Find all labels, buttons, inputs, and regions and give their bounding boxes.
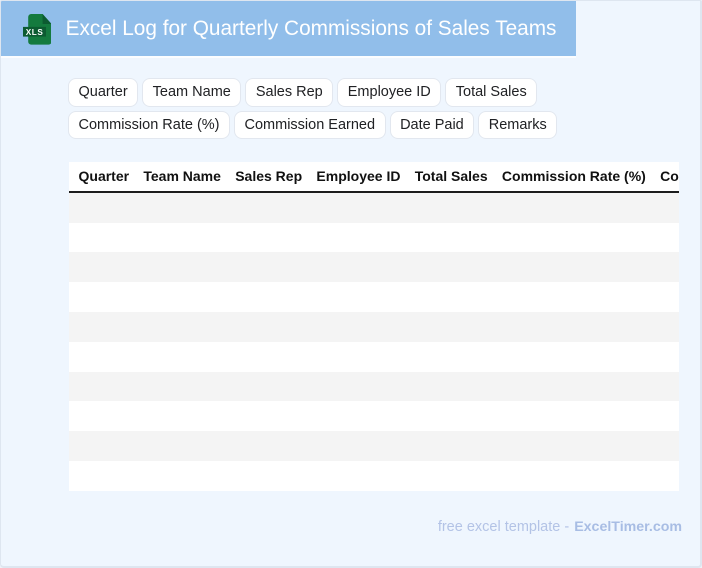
svg-text:XLS: XLS: [25, 28, 43, 37]
